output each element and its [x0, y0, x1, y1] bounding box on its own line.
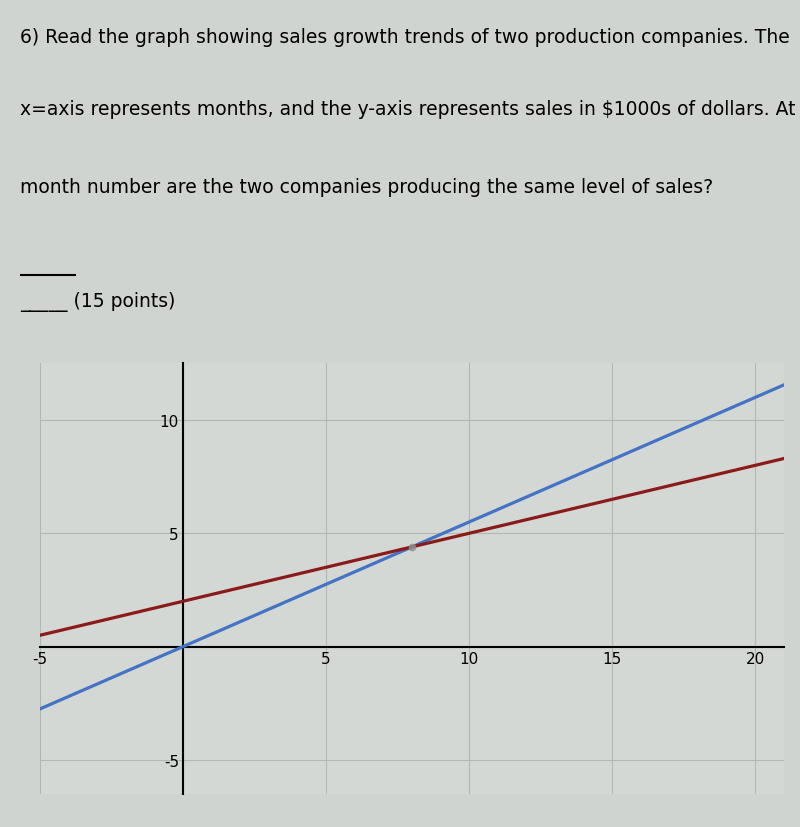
Text: 6) Read the graph showing sales growth trends of two production companies. The: 6) Read the graph showing sales growth t…: [20, 28, 790, 47]
Text: x=axis represents months, and the y-axis represents sales in $1000s of dollars. : x=axis represents months, and the y-axis…: [20, 99, 800, 118]
Text: _____ (15 points): _____ (15 points): [20, 292, 175, 312]
Text: month number are the two companies producing the same level of sales?: month number are the two companies produ…: [20, 178, 713, 197]
